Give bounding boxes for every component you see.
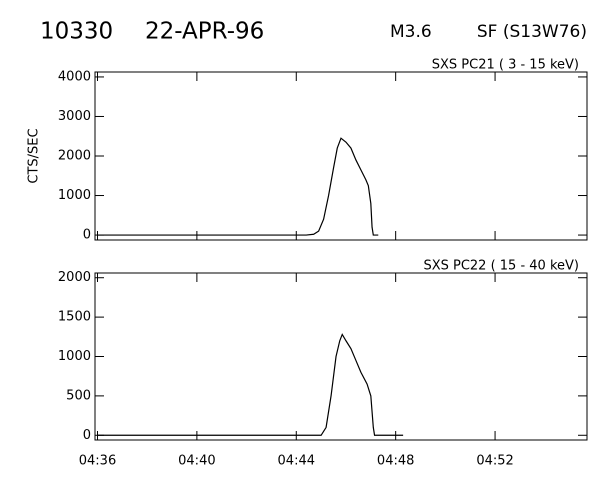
event-number: 10330 xyxy=(40,19,113,45)
flare-class: M3.6 xyxy=(390,22,432,42)
y-tick-label: 1000 xyxy=(58,188,91,203)
event-date: 22-APR-96 xyxy=(145,19,264,45)
data-line xyxy=(97,333,404,436)
y-tick-label: 0 xyxy=(83,428,91,443)
panel-title: SXS PC21 ( 3 - 15 keV) xyxy=(432,58,579,73)
y-tick-label: 3000 xyxy=(58,109,91,124)
y-tick-label: 0 xyxy=(83,228,91,243)
y-tick-label: 4000 xyxy=(58,69,91,84)
y-tick-label: 500 xyxy=(66,388,91,403)
panel-title: SXS PC22 ( 15 - 40 keV) xyxy=(423,259,579,274)
y-tick-label: 1000 xyxy=(58,349,91,364)
y-tick-label: 1500 xyxy=(58,310,91,325)
y-tick-label: 2000 xyxy=(58,149,91,164)
flare-location: SF (S13W76) xyxy=(477,22,587,42)
x-tick-label: 04:36 xyxy=(79,454,116,469)
y-tick-label: 2000 xyxy=(58,270,91,285)
x-tick-label: 04:44 xyxy=(278,454,315,469)
plot-frame xyxy=(94,71,588,241)
x-tick-label: 04:40 xyxy=(178,454,215,469)
y-axis-label: CTS/SEC xyxy=(27,128,42,183)
data-line xyxy=(97,137,379,236)
x-tick-label: 04:48 xyxy=(377,454,414,469)
x-tick-label: 04:52 xyxy=(476,454,513,469)
plot-frame xyxy=(94,272,588,441)
